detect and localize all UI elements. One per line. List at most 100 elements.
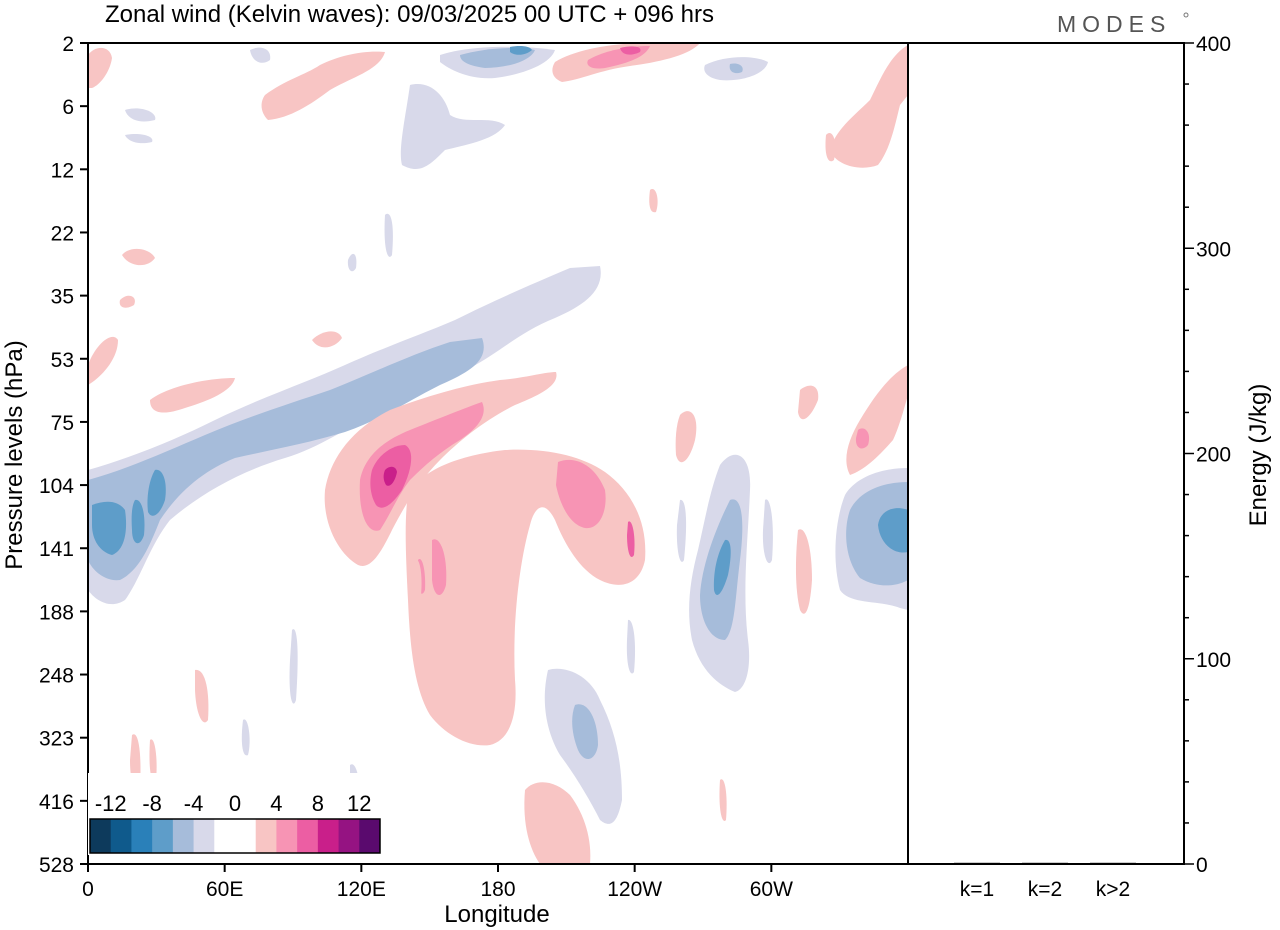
neg-top-l3 <box>510 46 532 55</box>
neg-mid-top <box>400 84 505 170</box>
y-tick-label: 141 <box>39 538 74 561</box>
colorbar-swatch <box>172 819 195 853</box>
neg-streak-4 <box>762 499 773 564</box>
colorbar-swatch <box>193 819 215 853</box>
colorbar-swatch <box>338 819 360 853</box>
colorbar-swatch <box>110 819 132 853</box>
pos-blob-15 <box>825 132 836 162</box>
colorbar-label: 4 <box>270 791 282 816</box>
x-tick-label: 120E <box>337 878 386 901</box>
neg-small-5 <box>384 213 393 257</box>
x-tick-label: 120W <box>607 878 662 901</box>
energy-categories: k=1 k=2 k>2 <box>960 878 1130 901</box>
colorbar-label: 8 <box>312 791 324 816</box>
colorbar-swatch <box>297 819 319 853</box>
pos-blob-14 <box>649 189 658 213</box>
y-tick-label: 416 <box>39 791 74 814</box>
pos-blob-13 <box>719 779 727 821</box>
neg-low-l2 <box>572 704 598 760</box>
colorbar-swatch <box>317 819 340 853</box>
energy-axis-label: Energy (J/kg) <box>1245 384 1272 527</box>
energy-tick-label: 0 <box>1196 854 1208 877</box>
chart-title: Zonal wind (Kelvin waves): 09/03/2025 00… <box>105 1 714 28</box>
energy-bar <box>954 862 1000 864</box>
pos-top-mid <box>261 51 385 120</box>
pos-blob-8 <box>149 739 157 782</box>
colorbar-swatch <box>90 819 112 853</box>
colorbar-label: -4 <box>184 791 204 816</box>
colorbar: -12 -8 -4 0 4 8 12 <box>88 773 382 855</box>
pos-deep-l1 <box>405 449 646 746</box>
pos-blob-3 <box>88 336 118 385</box>
pos-right-mid-l2 <box>855 428 870 449</box>
colorbar-label: 0 <box>229 791 241 816</box>
y-tick-label: 75 <box>51 412 74 435</box>
pos-blob-6 <box>195 669 209 723</box>
pos-bottom-l1 <box>524 782 591 864</box>
neg-band-l3b <box>147 469 166 516</box>
brand-logo: MODES <box>1057 11 1171 37</box>
colorbar-swatch <box>152 819 174 853</box>
pos-patch-col <box>432 539 447 596</box>
y-tick-label: 104 <box>39 475 74 498</box>
pos-patch-180 <box>556 459 606 529</box>
colorbar-swatch <box>214 819 236 853</box>
pos-blob-1 <box>119 295 135 308</box>
colorbar-swatch <box>131 819 153 853</box>
pos-blob-10 <box>675 411 697 463</box>
y-tick-label: 528 <box>39 854 74 877</box>
neg-small-2 <box>125 133 153 144</box>
energy-category-label: k=2 <box>1028 878 1062 901</box>
brand-dot <box>1183 12 1189 18</box>
pos-right-top <box>830 45 908 168</box>
y-tick-label: 248 <box>39 665 74 688</box>
colorbar-label: -12 <box>95 791 127 816</box>
energy-tick-label: 400 <box>1196 33 1231 56</box>
x-tick-label: 0 <box>82 878 94 901</box>
y-axis-ticks: 2 6 12 22 35 53 75 104 141 188 248 323 416 528 <box>39 33 88 877</box>
y-tick-label: 12 <box>51 159 74 182</box>
pos-blob-9 <box>414 559 422 596</box>
x-axis-ticks: 0 60E 120E 180 120W 60W <box>82 864 793 901</box>
pos-blob-4 <box>150 378 235 413</box>
neg-small-1 <box>125 108 156 122</box>
energy-tick-label: 200 <box>1196 444 1231 467</box>
neg-right-l2 <box>846 482 908 586</box>
neg-small-4 <box>347 253 357 272</box>
pos-tilt-l4 <box>383 466 397 486</box>
energy-bar <box>1090 862 1136 864</box>
neg-right-top-core <box>729 63 743 74</box>
neg-streak-1 <box>289 629 298 704</box>
pos-blob-5 <box>312 331 342 348</box>
energy-panel-frame <box>907 42 1185 865</box>
y-tick-label: 6 <box>62 96 74 119</box>
y-axis-label: Pressure levels (hPa) <box>1 340 28 569</box>
colorbar-swatch <box>276 819 298 853</box>
neg-streak-3 <box>626 619 636 674</box>
colorbar-frame <box>89 818 381 854</box>
energy-category-label: k=1 <box>960 878 994 901</box>
y-tick-label: 53 <box>51 349 74 372</box>
contour-field <box>88 43 908 864</box>
y-tick-label: 2 <box>62 33 74 56</box>
pos-blob-12 <box>795 529 812 614</box>
colorbar-swatch <box>235 819 257 853</box>
energy-bars <box>954 862 1136 864</box>
colorbar-swatch <box>255 819 277 853</box>
x-tick-label: 180 <box>480 878 515 901</box>
x-axis-label: Longitude <box>444 901 549 928</box>
neg-streak-5 <box>676 499 687 562</box>
y-tick-label: 22 <box>51 222 74 245</box>
energy-bar <box>1022 862 1068 864</box>
y-tick-label: 188 <box>39 601 74 624</box>
neg-col-l3 <box>713 539 731 595</box>
energy-y-axis: 0 100 200 300 400 <box>1184 33 1231 877</box>
neg-band-l3 <box>92 501 127 555</box>
x-tick-label: 60E <box>206 878 243 901</box>
pos-patch-narrow <box>627 521 635 558</box>
pos-top-l3 <box>620 46 641 55</box>
y-tick-label: 35 <box>51 286 74 309</box>
neg-streak-2 <box>241 719 250 756</box>
pos-right-mid-l1 <box>846 365 908 475</box>
